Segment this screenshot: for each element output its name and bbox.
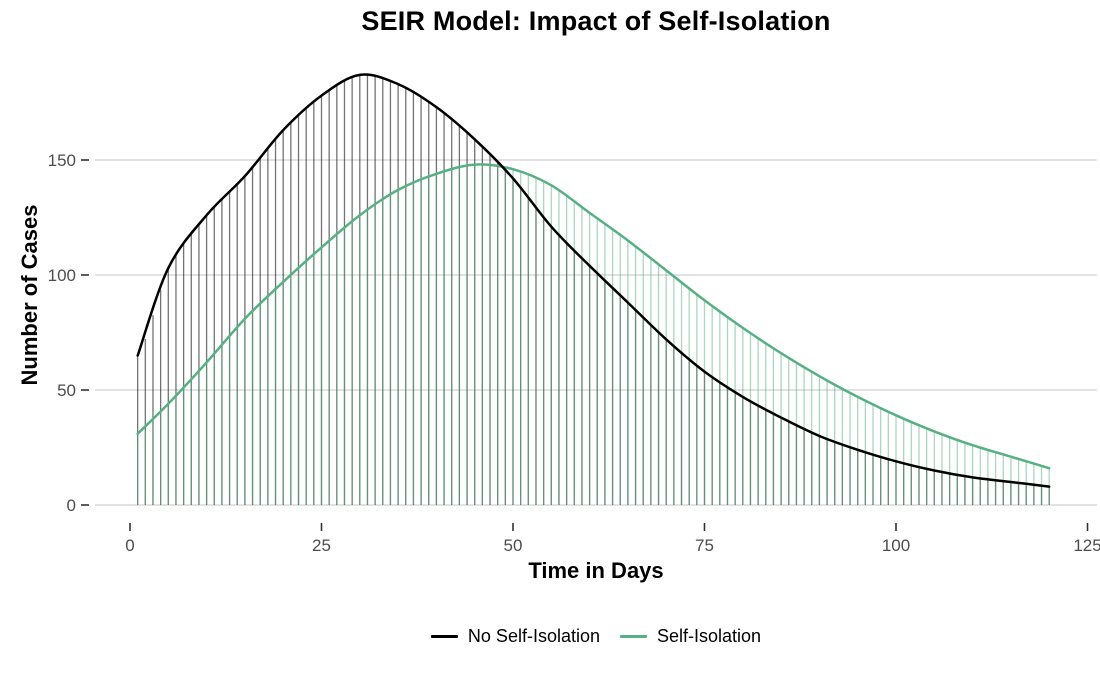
- svg-text:150: 150: [48, 151, 76, 170]
- legend-item-self-isolation: Self-Isolation: [620, 626, 761, 647]
- curve-no-self-isolation: [136, 73, 1051, 488]
- gridlines: [95, 159, 1097, 506]
- y-axis-ticks: 0 50 100 150: [48, 151, 89, 515]
- curve-self-isolation: [136, 163, 1051, 470]
- legend-item-no-self-isolation: No Self-Isolation: [430, 626, 600, 647]
- needles-self-isolation: [137, 164, 1050, 505]
- svg-text:50: 50: [504, 536, 523, 555]
- legend-label-no-self-isolation: No Self-Isolation: [467, 626, 600, 646]
- x-axis-title: Time in Days: [528, 558, 664, 583]
- legend-swatch-self-isolation: [620, 635, 647, 638]
- legend-label-self-isolation: Self-Isolation: [657, 626, 762, 646]
- svg-text:0: 0: [67, 496, 76, 515]
- chart-title: SEIR Model: Impact of Self-Isolation: [361, 6, 831, 36]
- svg-text:100: 100: [48, 266, 76, 285]
- svg-text:50: 50: [57, 381, 76, 400]
- x-axis-ticks: 0 25 50 75 100 125: [125, 523, 1100, 555]
- svg-text:75: 75: [695, 536, 714, 555]
- legend: No Self-Isolation Self-Isolation: [95, 626, 1097, 647]
- svg-text:25: 25: [312, 536, 331, 555]
- svg-text:100: 100: [882, 536, 910, 555]
- svg-text:125: 125: [1073, 536, 1100, 555]
- legend-swatch-no-self-isolation: [430, 635, 458, 638]
- svg-text:0: 0: [125, 536, 134, 555]
